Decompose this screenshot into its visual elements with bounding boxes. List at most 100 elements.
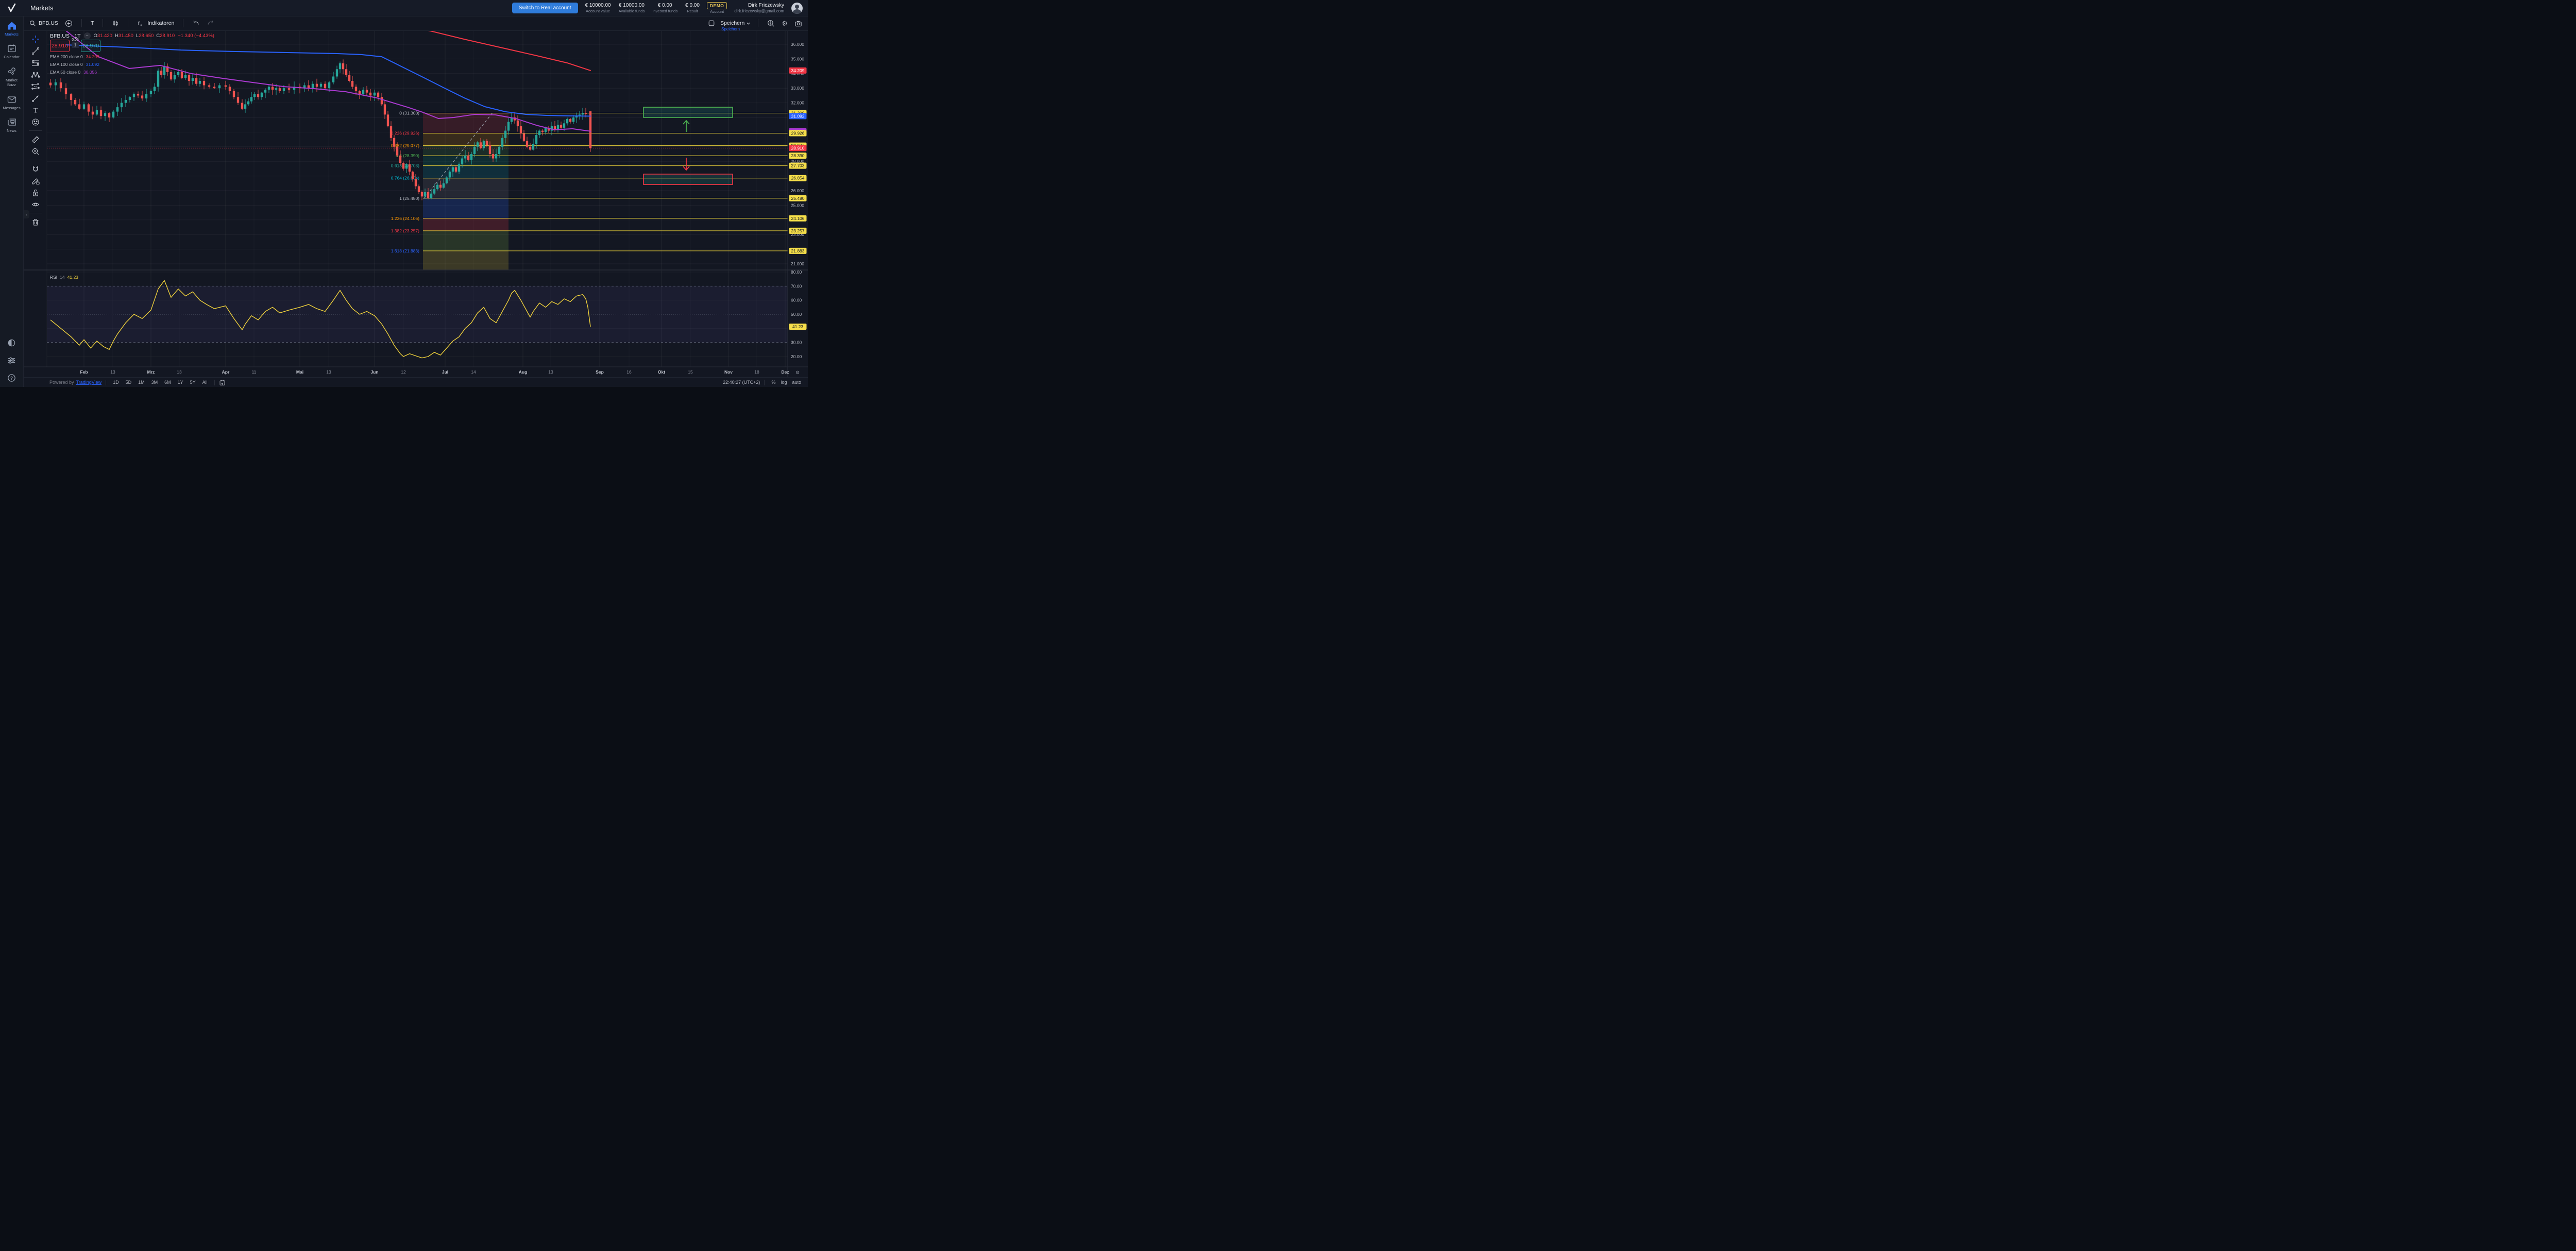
- quantity-field[interactable]: 1: [71, 42, 79, 48]
- down-arrow: [683, 158, 690, 171]
- layout-select-button[interactable]: [706, 19, 717, 28]
- interval-button[interactable]: T: [89, 19, 95, 27]
- legend-symbol[interactable]: BFB.US · 1T: [50, 32, 81, 39]
- range-button-5d[interactable]: 5D: [125, 380, 132, 385]
- ema-label: EMA 100 close 0: [50, 62, 83, 67]
- save-layout-button[interactable]: Speichern Speichern: [720, 20, 751, 31]
- news-icon: [7, 117, 17, 127]
- app-logo-icon[interactable]: [0, 0, 23, 16]
- compare-add-button[interactable]: [63, 19, 74, 28]
- clock[interactable]: 22:40:27 (UTC+2): [723, 380, 760, 385]
- range-button-5y[interactable]: 5Y: [190, 380, 196, 385]
- tool-projection[interactable]: [29, 82, 42, 91]
- time-axis[interactable]: Feb 13 Mrz 13 Apr 11 Mai 13 Jun 12 Jul 14 Aug 13 Sep 16…: [80, 369, 800, 375]
- tool-lock-all[interactable]: [29, 188, 42, 197]
- svg-text:26.854: 26.854: [791, 176, 805, 181]
- lock-all-icon: [31, 189, 40, 197]
- sidebar-item-calendar[interactable]: Calendar: [0, 43, 23, 59]
- text-icon: T: [31, 106, 40, 114]
- svg-text:16: 16: [626, 369, 632, 375]
- sell-button[interactable]: 28.910: [50, 40, 70, 52]
- percent-scale-toggle[interactable]: %: [771, 380, 776, 385]
- svg-text:Mrz: Mrz: [147, 369, 155, 375]
- ema-legend-row[interactable]: EMA 100 close 0 31.092: [50, 62, 99, 67]
- app-header: Markets Switch to Real account € 10000.0…: [0, 0, 808, 16]
- sidebar-item-news[interactable]: News: [0, 117, 23, 133]
- powered-by-text: Powered by: [49, 380, 74, 385]
- range-button-1m[interactable]: 1M: [138, 380, 145, 385]
- tool-emoji[interactable]: [29, 117, 42, 126]
- tool-zoom-in[interactable]: [29, 147, 42, 156]
- chart-bottom-toolbar: Powered by TradingView 1D 5D 1M 3M 6M 1Y 5Y All…: [24, 377, 808, 387]
- ema-legend-row[interactable]: EMA 200 close 0 34.209: [50, 54, 99, 59]
- ohlc-values: O31.420 H31.450 L28.650 C28.910: [93, 33, 175, 39]
- magnet-icon: [31, 165, 40, 173]
- sidebar-item-messages[interactable]: Messages: [0, 94, 23, 110]
- tool-drawing-mode-lock[interactable]: [29, 176, 42, 185]
- svg-text:T: T: [33, 106, 38, 114]
- chart-type-button[interactable]: [110, 19, 121, 28]
- range-button-1d[interactable]: 1D: [113, 380, 119, 385]
- tool-ruler[interactable]: [29, 135, 42, 144]
- ema-200-line: [428, 31, 591, 71]
- range-button-3m[interactable]: 3M: [151, 380, 158, 385]
- svg-text:23.257: 23.257: [791, 228, 805, 233]
- auto-scale-toggle[interactable]: auto: [792, 380, 801, 385]
- rsi-period: 14: [60, 275, 65, 280]
- goto-date-button[interactable]: [219, 379, 226, 386]
- help-icon[interactable]: ?: [7, 373, 16, 383]
- price-axis[interactable]: 36.00035.00034.00033.00032.00028.00026.0…: [789, 42, 807, 359]
- snapshot-button[interactable]: [793, 19, 804, 28]
- svg-text:50.00: 50.00: [791, 312, 802, 317]
- sliders-icon[interactable]: [7, 356, 16, 365]
- svg-text:13: 13: [326, 369, 331, 375]
- buy-button[interactable]: 28.970: [81, 40, 100, 52]
- svg-text:13: 13: [548, 369, 553, 375]
- rsi-legend[interactable]: RSI 14 41.23: [50, 275, 78, 280]
- tool-xabcd-pattern[interactable]: [29, 70, 42, 79]
- undo-button[interactable]: [191, 19, 201, 28]
- save-sub-label[interactable]: Speichern: [721, 27, 740, 31]
- range-button-6m[interactable]: 6M: [164, 380, 171, 385]
- range-button-all[interactable]: All: [202, 380, 208, 385]
- tool-text[interactable]: T: [29, 106, 42, 114]
- rsi-line: [50, 280, 591, 359]
- tool-trend-line[interactable]: [29, 46, 42, 55]
- remove-all-icon: [31, 218, 40, 226]
- tool-crosshair[interactable]: [29, 35, 42, 43]
- zoom-in-icon: [31, 147, 40, 156]
- quick-search-button[interactable]: [766, 19, 776, 28]
- symbol-search-button[interactable]: BFB.US: [28, 19, 60, 28]
- user-info[interactable]: Dirk Friczewsky dirk.friczewsky@gmail.co…: [734, 2, 784, 14]
- svg-text:0 (31.300): 0 (31.300): [399, 110, 419, 115]
- spread-value: 0.06: [72, 38, 79, 42]
- redo-button[interactable]: [205, 19, 216, 28]
- sidebar-item-markets[interactable]: Markets: [0, 21, 23, 37]
- avatar[interactable]: [791, 2, 803, 14]
- tool-hide-all[interactable]: [29, 200, 42, 209]
- tool-fib-retracement[interactable]: [29, 58, 42, 67]
- svg-text:0.618 (27.703): 0.618 (27.703): [391, 163, 419, 168]
- toolbar-collapse-handle[interactable]: ‹: [24, 210, 29, 218]
- short-target-box[interactable]: [643, 174, 733, 185]
- switch-to-real-button[interactable]: Switch to Real account: [512, 3, 578, 13]
- sidebar-item-market-buzz[interactable]: Market Buzz: [0, 66, 23, 88]
- tool-magnet[interactable]: [29, 164, 42, 173]
- tradingview-link[interactable]: TradingView: [76, 380, 102, 385]
- tool-remove-all[interactable]: [29, 217, 42, 226]
- range-button-1y[interactable]: 1Y: [177, 380, 183, 385]
- long-target-box[interactable]: [643, 107, 733, 118]
- price-chart[interactable]: 0 (31.300) 0.236 (29.926) 0.382 (29.077) 0.…: [24, 31, 808, 377]
- account-metric: € 10000.00 Available funds: [619, 3, 645, 14]
- tool-arrow[interactable]: [29, 94, 42, 103]
- log-scale-toggle[interactable]: log: [781, 380, 787, 385]
- contrast-icon[interactable]: [7, 338, 16, 348]
- account-metric: € 0.00 Invested funds: [652, 3, 677, 14]
- legend-collapse-button[interactable]: −: [83, 32, 91, 39]
- svg-text:13: 13: [177, 369, 182, 375]
- svg-text:36.000: 36.000: [791, 42, 804, 47]
- settings-button[interactable]: ⚙: [780, 19, 789, 28]
- ema-legend-row[interactable]: EMA 50 close 0 30.056: [50, 70, 97, 75]
- user-email: dirk.friczewsky@gmail.com: [734, 8, 784, 13]
